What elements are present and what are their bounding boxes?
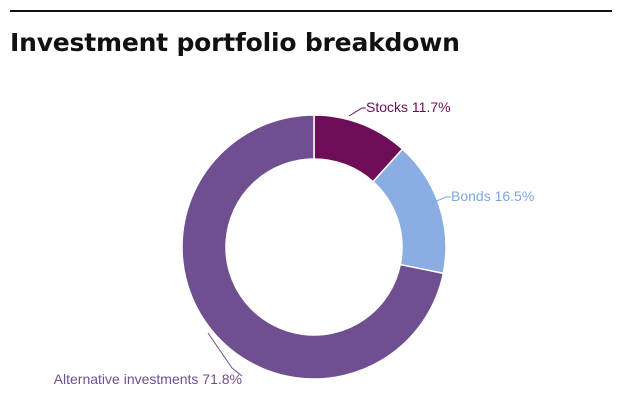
slice-alternative-investments <box>181 114 445 380</box>
donut-slices <box>181 114 447 380</box>
connector-alternative-investments <box>207 332 243 377</box>
connector-stocks <box>348 107 366 117</box>
label-value: 16.5% <box>491 188 535 204</box>
label-connectors <box>207 107 451 377</box>
label-value: 11.7% <box>408 99 451 115</box>
label-name: Alternative investments <box>54 371 199 387</box>
label-name: Bonds <box>451 188 491 204</box>
chart-title: Investment portfolio breakdown <box>10 28 460 57</box>
label-alternative-investments: Alternative investments 71.8% <box>54 371 242 387</box>
slice-labels: Stocks 11.7% Bonds 16.5% Alternative inves… <box>54 99 535 387</box>
label-name: Stocks <box>366 99 408 115</box>
label-stocks: Stocks 11.7% <box>366 99 451 115</box>
label-bonds: Bonds 16.5% <box>451 188 534 204</box>
label-value: 71.8% <box>198 371 242 387</box>
connector-bonds <box>431 196 451 204</box>
top-rule <box>10 10 612 12</box>
